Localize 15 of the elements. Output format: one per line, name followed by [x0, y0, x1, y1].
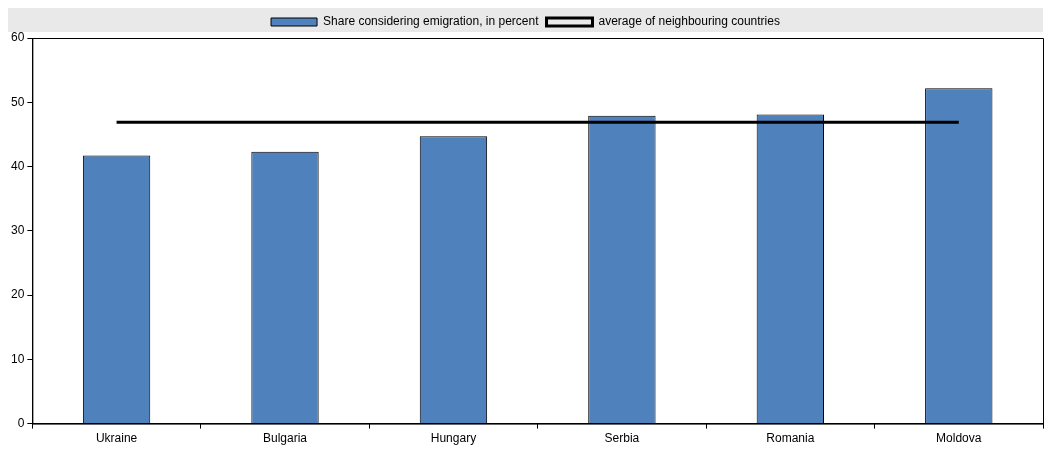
y-tick-label: 40 [10, 158, 25, 173]
y-tick-label: 20 [10, 287, 25, 302]
x-tick-label: Serbia [604, 431, 640, 446]
y-tick-label: 60 [10, 30, 25, 45]
legend-label: average of neighbouring countries [598, 14, 780, 29]
y-tick-label: 10 [10, 351, 25, 366]
y-tick-label: 50 [10, 94, 25, 109]
x-tick-label: Romania [766, 431, 815, 446]
y-tick-label: 30 [10, 223, 25, 238]
x-tick-label: Bulgaria [263, 431, 308, 446]
legend-label: Share considering emigration, in percent [323, 14, 540, 29]
y-tick-label: 0 [17, 415, 25, 430]
x-tick-label: Ukraine [95, 431, 138, 446]
x-tick-label: Hungary [430, 431, 477, 446]
x-tick-label: Moldova [936, 431, 982, 446]
